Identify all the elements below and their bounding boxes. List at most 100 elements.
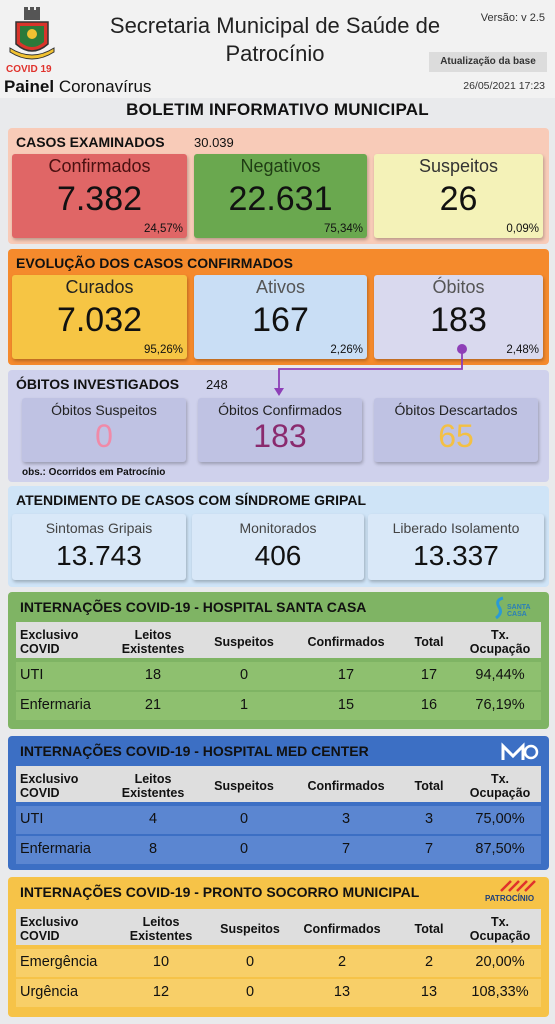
santa-casa-table: Exclusivo COVID Leitos Existentes Suspeito… [8,622,549,722]
pronto-socorro-title: INTERNAÇÕES COVID-19 - PRONTO SOCORRO MU… [20,884,420,900]
row-confirmed: 17 [337,667,355,683]
update-date: 26/05/2021 17:23 [463,80,545,92]
pronto-socorro-panel: INTERNAÇÕES COVID-19 - PRONTO SOCORRO MU… [8,877,549,1017]
col-total: Total [414,779,444,793]
col-exclusive-b: COVID [20,929,60,943]
examined-panel: CASOS EXAMINADOS 30.039 Confirmados 7.38… [8,128,549,244]
flu-title: ATENDIMENTO DE CASOS COM SÍNDROME GRIPAL [16,492,367,508]
evolution-title: EVOLUÇÃO DOS CASOS CONFIRMADOS [16,255,293,271]
row-beds: 4 [148,811,158,827]
negative-pct: 75,34% [323,223,363,235]
santa-casa-title: INTERNAÇÕES COVID-19 - HOSPITAL SANTA CA… [20,599,367,615]
santa-casa-logo: SANTA CASA [493,595,543,621]
col-rate-a: Tx. [490,772,510,786]
update-label: Atualização da base [429,52,547,72]
deaths-value: 183 [430,301,487,339]
cured-label: Curados [65,277,134,297]
pronto-socorro-header-row [16,909,541,945]
table-row [16,836,541,864]
active-pct: 2,26% [330,344,363,356]
row-name: UTI [20,811,44,827]
col-confirmed: Confirmados [307,635,385,649]
row-confirmed: 2 [337,954,347,970]
col-rate-a: Tx. [490,915,510,929]
col-total: Total [414,635,444,649]
connector-arrow-icon [274,344,467,396]
deaths-investigated-total: 248 [206,377,228,392]
deaths-suspect-card: Óbitos Suspeitos 0 [22,398,186,462]
version-label: Versão: v 2.5 [480,12,545,24]
col-rate: Tx. Ocupação [460,772,540,800]
row-rate: 87,50% [475,841,525,857]
bulletin-title: BOLETIM INFORMATIVO MUNICIPAL [126,100,429,119]
examined-total: 30.039 [194,135,234,150]
table-row [16,692,541,720]
active-value: 167 [252,301,309,339]
row-beds: 18 [144,667,162,683]
patrocinio-logo-text: PATROCÍNIO [485,894,535,903]
row-total: 17 [420,667,438,683]
col-rate-b: Ocupação [469,929,531,943]
table-row [16,979,541,1007]
negative-label: Negativos [240,156,321,176]
row-name: Urgência [20,984,79,1000]
santa-casa-logo-icon [495,596,504,620]
patrocinio-logo-icon [500,880,536,892]
row-name: Emergência [20,954,98,970]
santa-casa-header-row [16,622,541,658]
flu-symptoms-label: Sintomas Gripais [45,520,153,536]
deaths-investigated-title: ÓBITOS INVESTIGADOS [16,376,180,392]
row-name: UTI [20,667,44,683]
col-exclusive-a: Exclusivo [20,772,79,786]
col-exclusive: Exclusivo COVID [20,915,78,943]
col-rate: Tx. Ocupação [460,628,540,656]
table-row [16,949,541,977]
row-total: 3 [424,811,434,827]
row-rate: 94,44% [475,667,525,683]
row-total: 7 [424,841,434,857]
col-rate: Tx. Ocupação [460,915,540,943]
col-beds: Leitos Existentes [108,772,198,800]
col-beds-a: Leitos [134,772,172,786]
confirmed-value: 7.382 [56,180,143,218]
cured-pct: 95,26% [143,344,183,356]
row-suspects: 0 [239,667,249,683]
col-beds-a: Leitos [134,628,172,642]
negative-value: 22.631 [228,180,333,218]
row-rate: 75,00% [475,811,525,827]
suspect-card: Suspeitos 26 0,09% [374,154,543,238]
flu-symptoms-value: 13.743 [56,540,142,571]
row-confirmed: 15 [337,697,355,713]
flu-panel: ATENDIMENTO DE CASOS COM SÍNDROME GRIPAL… [8,486,549,587]
row-suspects: 0 [245,984,255,1000]
row-suspects: 0 [239,841,249,857]
col-suspects: Suspeitos [220,922,280,936]
col-exclusive-b: COVID [20,642,60,656]
flu-monitored-card: Monitorados 406 [192,514,364,580]
col-suspects: Suspeitos [214,779,274,793]
col-beds: Leitos Existentes [108,628,198,656]
row-suspects: 0 [245,954,255,970]
col-confirmed: Confirmados [303,922,381,936]
col-beds-b: Existentes [129,929,193,943]
deaths-confirmed-card: Óbitos Confirmados 183 [198,398,362,462]
deaths-discarded-label: Óbitos Descartados [394,402,518,418]
col-beds-a: Leitos [142,915,180,929]
santa-casa-logo-text: SANTA CASA [507,604,531,618]
deaths-card: Óbitos 183 2,48% [374,275,543,359]
row-beds: 21 [144,697,162,713]
examined-title: CASOS EXAMINADOS [16,134,165,150]
row-name: Enfermaria [20,697,91,713]
cured-card: Curados 7.032 95,26% [12,275,187,359]
city-coat-of-arms-icon [9,7,55,60]
row-rate: 108,33% [471,984,529,1000]
flu-monitored-label: Monitorados [239,520,317,536]
row-rate: 76,19% [475,697,525,713]
row-total: 2 [424,954,434,970]
col-exclusive-b: COVID [20,786,60,800]
deaths-discarded-value: 65 [438,418,474,454]
deaths-investigated-panel: ÓBITOS INVESTIGADOS 248 Óbitos Suspeitos… [8,370,549,482]
col-beds-b: Existentes [121,642,185,656]
pronto-socorro-table: Exclusivo COVID Leitos Existentes Suspeito… [8,909,549,1013]
row-beds: 12 [152,984,170,1000]
